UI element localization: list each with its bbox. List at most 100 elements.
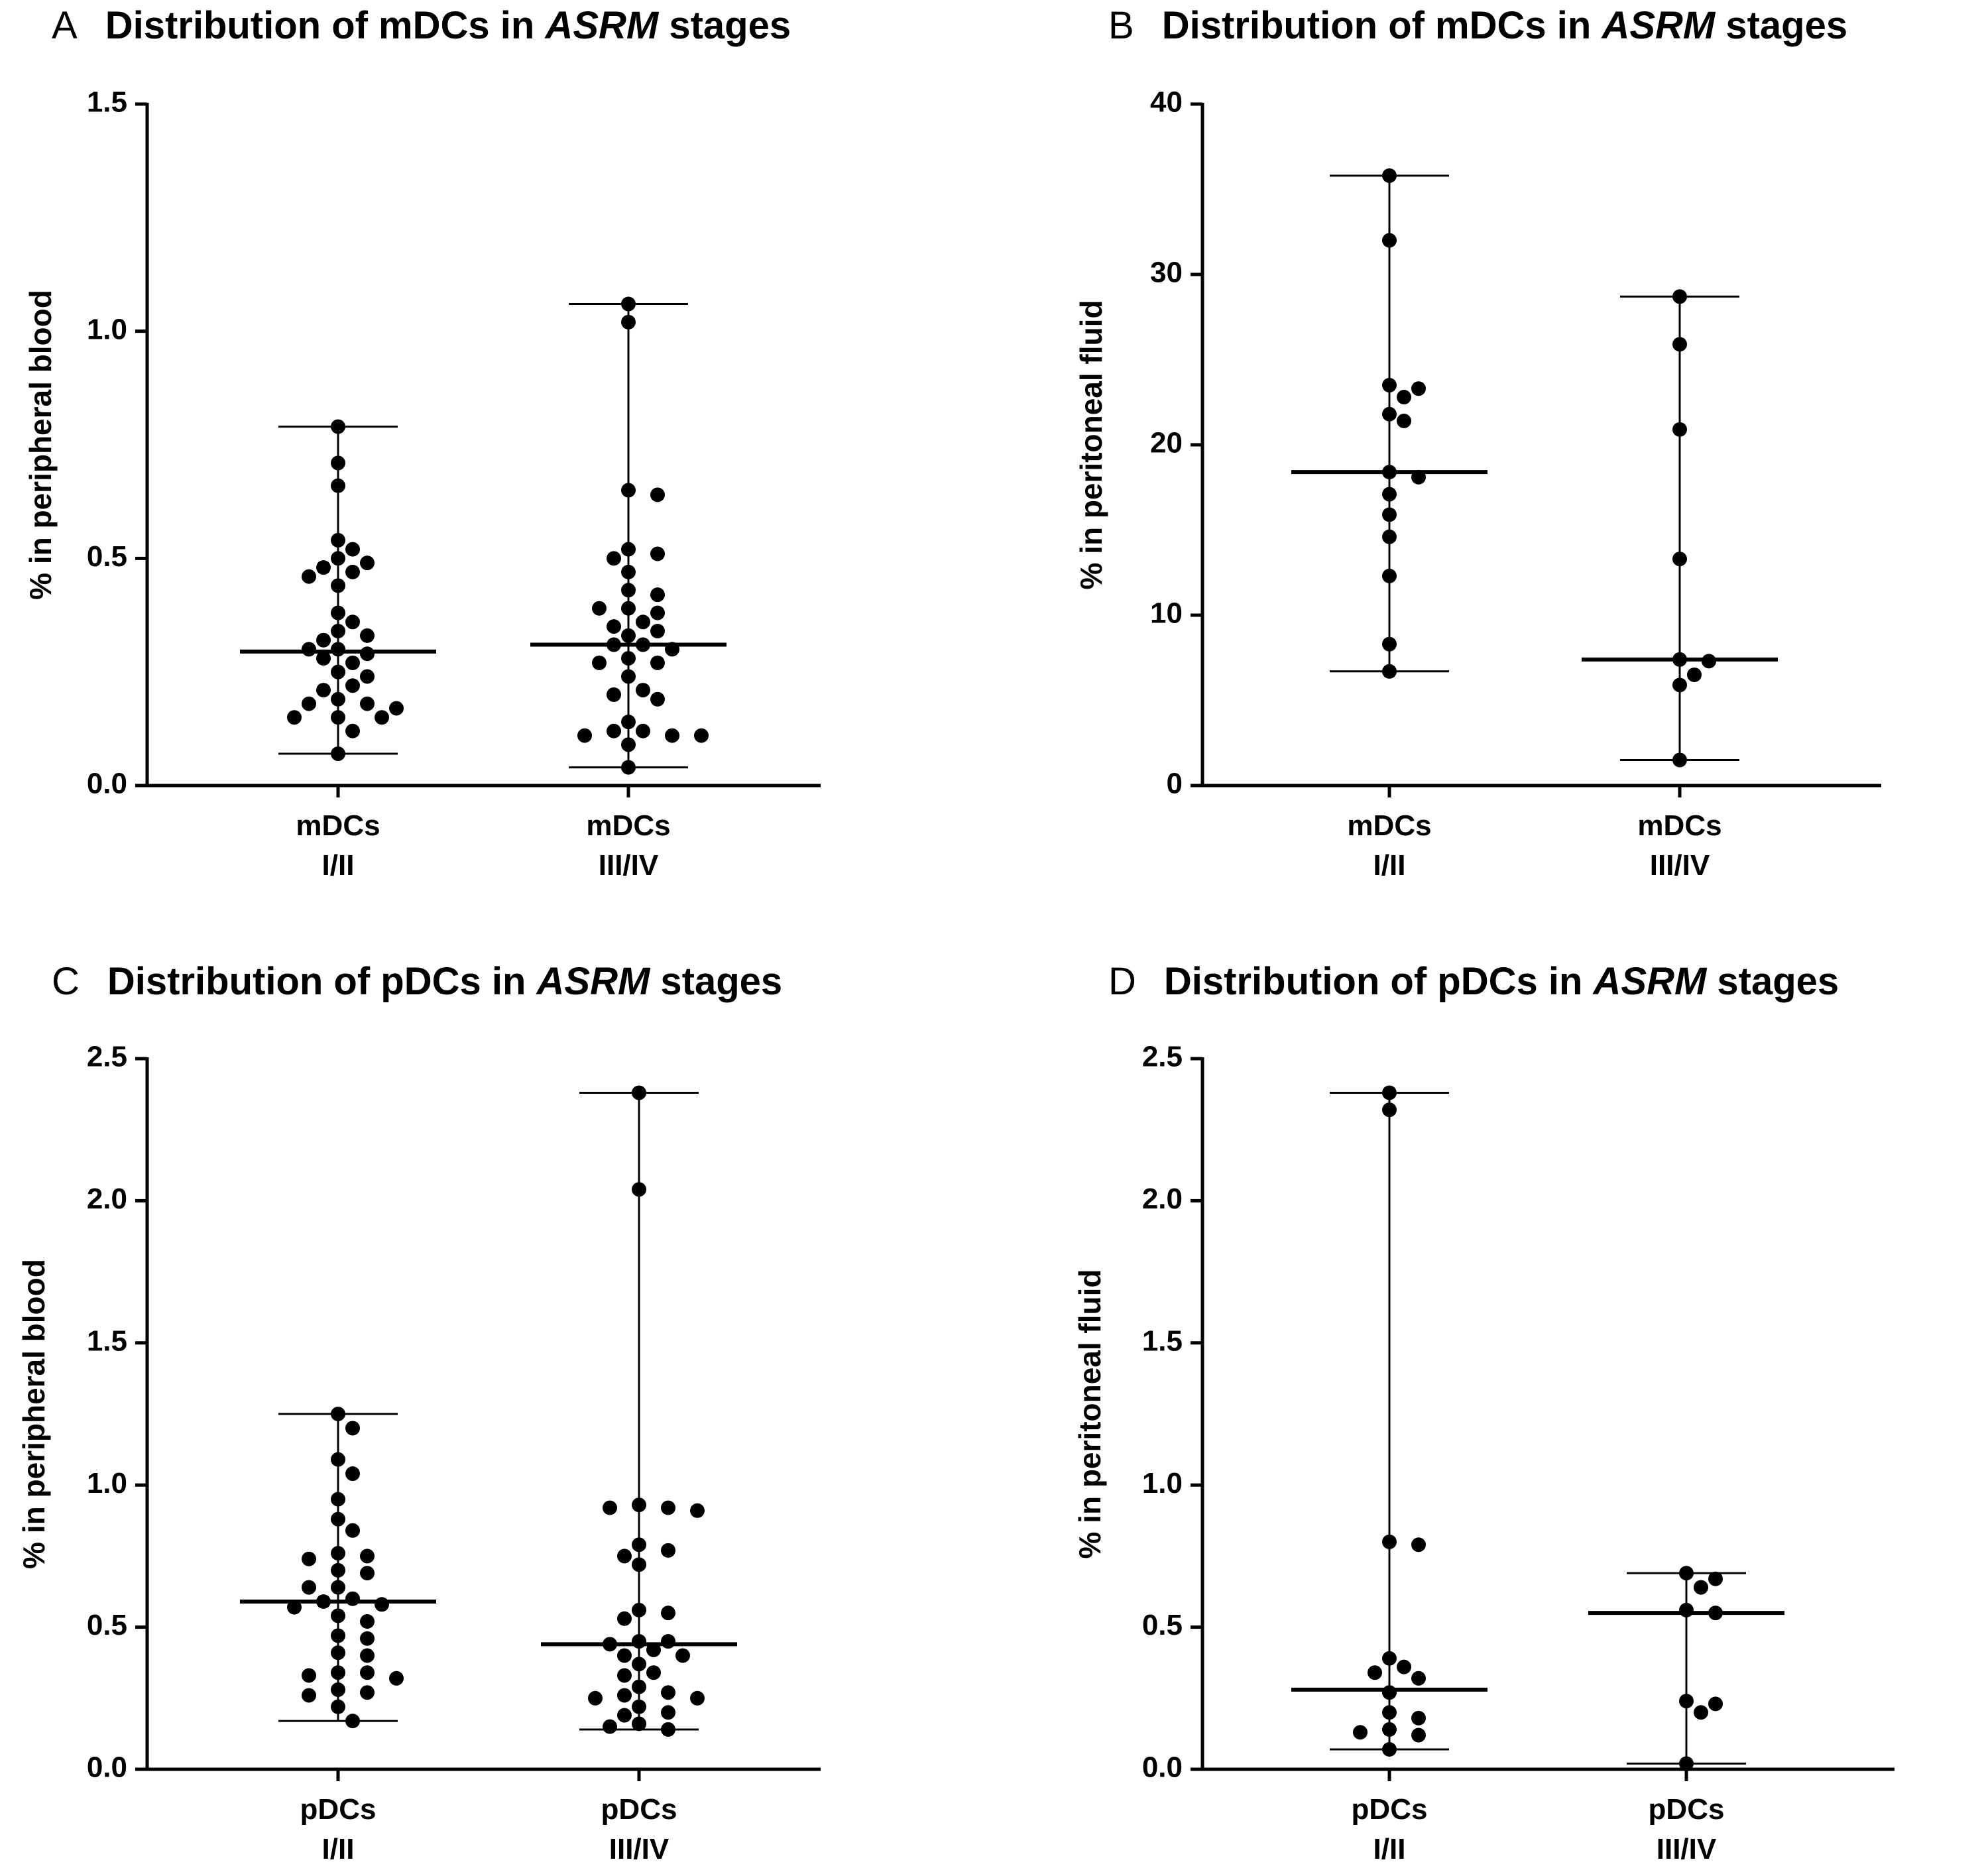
data-point <box>1382 1685 1397 1700</box>
y-tick-label: 1.5 <box>87 86 127 119</box>
data-point <box>603 1719 617 1734</box>
data-point <box>1708 1571 1723 1586</box>
data-point <box>675 1648 690 1663</box>
data-point <box>345 1421 360 1436</box>
data-point <box>360 1549 375 1564</box>
y-axis-label: % in peripheral blood <box>23 290 58 600</box>
data-point <box>331 746 345 762</box>
y-tick-label: 10 <box>1150 597 1183 630</box>
data-point <box>389 1671 404 1686</box>
category-label-line1: mDCs <box>296 809 380 842</box>
panel-b: B Distribution of mDCs in ASRM stages % in… <box>1074 4 1881 882</box>
category-label-line1: mDCs <box>1637 809 1721 842</box>
data-point <box>1672 552 1687 567</box>
category-label-line1: pDCs <box>1649 1793 1725 1826</box>
data-point <box>331 1452 345 1467</box>
data-point <box>661 1543 675 1558</box>
data-point <box>375 1597 389 1612</box>
y-tick-label: 0 <box>1167 768 1183 800</box>
data-point <box>621 601 636 616</box>
data-point <box>621 628 636 643</box>
y-tick-label: 20 <box>1150 427 1183 459</box>
data-point <box>302 1668 316 1683</box>
title-text-suffix: stages <box>650 960 782 1003</box>
data-point <box>331 623 345 638</box>
data-point <box>1382 664 1397 679</box>
data-point <box>331 1645 345 1661</box>
data-point <box>617 1708 632 1723</box>
data-point <box>302 569 316 584</box>
data-point <box>661 1722 675 1737</box>
data-point <box>607 551 621 566</box>
data-point <box>650 691 665 707</box>
panel-letter: D <box>1108 960 1136 1003</box>
data-point <box>1382 1722 1397 1737</box>
y-tick-label: 2.5 <box>87 1041 127 1073</box>
data-point <box>661 1705 675 1720</box>
data-point <box>331 478 345 493</box>
panel-c: C Distribution of pDCs in ASRM stages % in… <box>17 960 821 1865</box>
data-point <box>1411 1728 1426 1743</box>
title-text-main: Distribution of pDCs in <box>1164 960 1594 1003</box>
data-point <box>661 1634 675 1649</box>
data-point <box>360 669 375 684</box>
data-point <box>632 1657 646 1672</box>
data-point <box>375 710 389 725</box>
data-point <box>1397 390 1411 405</box>
data-point <box>607 619 621 634</box>
data-point <box>621 564 636 579</box>
data-point <box>1411 1671 1426 1686</box>
data-point <box>360 646 375 662</box>
data-point <box>1411 1537 1426 1553</box>
category-label-line2: III/IV <box>1657 1833 1717 1865</box>
data-point <box>331 691 345 707</box>
data-point <box>1353 1725 1368 1740</box>
title-text-italic: ASRM <box>544 4 659 47</box>
y-axis-label: % in peritoneal fluid <box>1073 1269 1107 1558</box>
data-point <box>389 701 404 716</box>
data-point <box>607 723 621 738</box>
data-point <box>1679 1602 1694 1617</box>
data-point <box>302 696 316 711</box>
data-point <box>331 1511 345 1527</box>
data-point <box>646 1642 661 1657</box>
data-point <box>360 1685 375 1700</box>
data-point <box>302 642 316 657</box>
title-text-main: Distribution of pDCs in <box>107 960 537 1003</box>
data-point <box>316 683 331 698</box>
data-point <box>287 1600 302 1615</box>
y-tick-label: 0.5 <box>1142 1609 1183 1641</box>
panel-letter: A <box>52 4 78 47</box>
data-point <box>588 1690 603 1706</box>
data-point <box>1382 529 1397 544</box>
panel-letter: B <box>1108 4 1134 47</box>
data-point <box>360 1614 375 1629</box>
data-point <box>592 655 607 670</box>
data-point <box>592 601 607 616</box>
category-label-line1: pDCs <box>601 1793 677 1826</box>
data-point <box>621 583 636 598</box>
data-point <box>621 314 636 329</box>
data-point <box>1708 1696 1723 1712</box>
data-point <box>650 623 665 638</box>
data-point <box>632 1537 646 1553</box>
data-point <box>331 1580 345 1595</box>
data-point <box>1411 1710 1426 1726</box>
data-point <box>345 655 360 670</box>
data-point <box>1672 422 1687 437</box>
y-tick-label: 40 <box>1150 86 1183 119</box>
data-point <box>632 1182 646 1197</box>
data-point <box>287 710 302 725</box>
title-text-italic: ASRM <box>536 960 651 1003</box>
data-point <box>1672 289 1687 304</box>
data-point <box>661 1606 675 1621</box>
data-point <box>1382 406 1397 422</box>
category-label-line1: mDCs <box>586 809 670 842</box>
y-axis-label: % in peripheral blood <box>17 1259 51 1569</box>
data-point <box>331 1628 345 1643</box>
data-point <box>617 1611 632 1626</box>
y-tick-label: 2.0 <box>87 1183 127 1215</box>
data-point <box>690 1503 705 1518</box>
data-point <box>1382 233 1397 248</box>
data-point <box>345 615 360 630</box>
